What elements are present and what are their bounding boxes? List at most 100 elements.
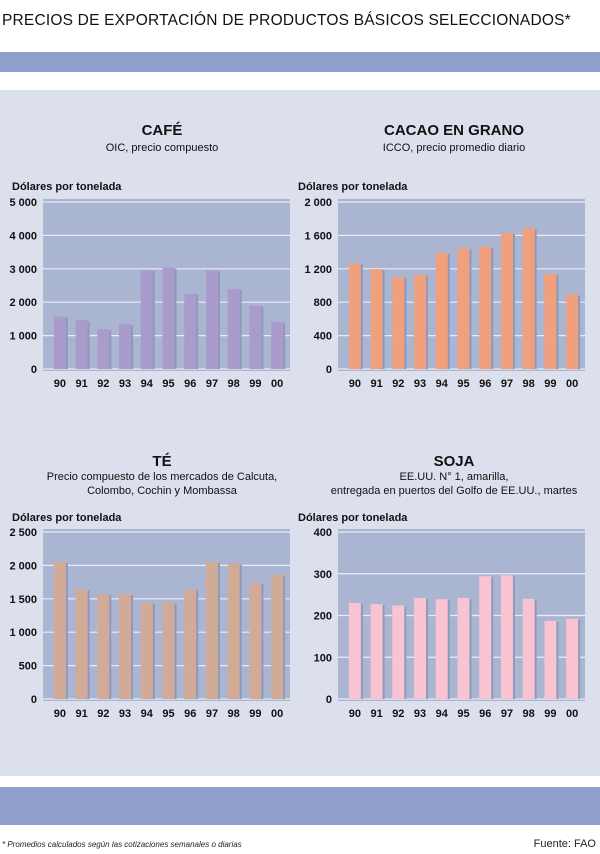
bar <box>271 321 284 369</box>
bar <box>500 575 513 699</box>
y-axis-label-cacao: Dólares por tonelada <box>298 181 408 193</box>
chart-soja: 0 100 200 300 400 90 91 92 93 94 95 96 97 98 99 00 <box>314 527 585 720</box>
x-tick-label: 91 <box>370 378 382 390</box>
chart-subtitle-te: Precio compuesto de los mercados de Calc… <box>46 471 278 483</box>
bar <box>75 320 88 369</box>
bar <box>97 329 110 369</box>
bar <box>392 277 405 369</box>
x-tick-label: 99 <box>249 378 261 390</box>
x-tick-label: 94 <box>141 378 154 390</box>
x-tick-label: 94 <box>141 708 154 720</box>
x-tick-label: 92 <box>97 708 109 720</box>
x-tick-label: 96 <box>479 378 491 390</box>
x-tick-label: 98 <box>228 378 240 390</box>
y-tick-label: 2 000 <box>9 560 37 572</box>
x-tick-label: 98 <box>523 378 535 390</box>
bar <box>500 232 513 369</box>
y-tick-label: 2 000 <box>9 297 37 309</box>
y-tick-label: 1 000 <box>9 331 37 343</box>
bar <box>414 597 427 699</box>
x-tick-label: 96 <box>184 378 196 390</box>
bar <box>140 602 153 699</box>
chart-subtitle-cafe: OIC, precio compuesto <box>105 142 219 154</box>
x-tick-label: 90 <box>349 378 361 390</box>
x-tick-label: 97 <box>206 378 218 390</box>
x-tick-label: 95 <box>457 708 469 720</box>
x-tick-label: 94 <box>436 708 449 720</box>
x-tick-label: 93 <box>414 708 426 720</box>
bar <box>479 246 492 369</box>
bar <box>249 582 262 699</box>
footnote: * Promedios calculados según las cotizac… <box>2 840 242 849</box>
y-tick-label: 0 <box>31 694 37 706</box>
y-tick-label: 1 200 <box>304 264 332 276</box>
y-tick-label: 500 <box>19 661 37 673</box>
y-tick-label: 0 <box>326 364 332 376</box>
x-tick-label: 94 <box>436 378 449 390</box>
bar <box>348 263 361 369</box>
page-title: PRECIOS DE EXPORTACIÓN DE PRODUCTOS BÁSI… <box>2 12 571 29</box>
x-tick-label: 00 <box>566 378 578 390</box>
bar <box>457 248 470 369</box>
y-tick-label: 2 000 <box>304 197 332 209</box>
x-tick-label: 99 <box>544 378 556 390</box>
x-tick-label: 90 <box>349 708 361 720</box>
x-tick-label: 90 <box>54 708 66 720</box>
bar <box>249 305 262 369</box>
x-tick-label: 99 <box>544 708 556 720</box>
y-tick-label: 0 <box>31 364 37 376</box>
y-tick-label: 1 000 <box>9 627 37 639</box>
x-tick-label: 96 <box>184 708 196 720</box>
x-tick-label: 91 <box>75 708 87 720</box>
y-axis-label-te: Dólares por tonelada <box>12 512 122 524</box>
bar <box>205 562 218 699</box>
bar <box>140 270 153 369</box>
x-tick-label: 93 <box>119 378 131 390</box>
bar <box>392 605 405 699</box>
bar <box>75 589 88 699</box>
x-tick-label: 97 <box>501 378 513 390</box>
bar <box>457 597 470 699</box>
x-tick-label: 91 <box>370 708 382 720</box>
x-tick-label: 97 <box>501 708 513 720</box>
bar <box>522 227 535 369</box>
chart-cafe: 0 1 000 2 000 3 000 4 000 5 000 90 91 92 93 94 95 96… <box>9 197 290 390</box>
x-tick-label: 92 <box>97 378 109 390</box>
y-tick-label: 3 000 <box>9 264 37 276</box>
bar <box>119 324 132 369</box>
chart-title-te: TÉ <box>152 453 172 470</box>
bar <box>566 618 579 699</box>
bar <box>370 269 383 369</box>
y-tick-label: 800 <box>314 297 332 309</box>
bar <box>205 270 218 369</box>
chart-subtitle-soja: EE.UU. N° 1, amarilla, <box>399 471 509 483</box>
x-tick-label: 98 <box>228 708 240 720</box>
x-tick-label: 95 <box>162 708 174 720</box>
header-band <box>0 52 600 72</box>
bar <box>227 288 240 369</box>
bar <box>479 576 492 699</box>
y-tick-label: 2 500 <box>9 527 37 539</box>
bar <box>414 274 427 369</box>
chart-title-cafe: CAFÉ <box>141 122 183 139</box>
y-tick-label: 1 500 <box>9 594 37 606</box>
x-tick-label: 90 <box>54 378 66 390</box>
y-tick-label: 100 <box>314 652 332 664</box>
chart-subtitle-cacao: ICCO, precio promedio diario <box>382 142 526 154</box>
y-tick-label: 200 <box>314 611 332 623</box>
y-tick-label: 400 <box>314 527 332 539</box>
bar <box>435 599 448 699</box>
y-tick-label: 0 <box>326 694 332 706</box>
y-tick-label: 4 000 <box>9 230 37 242</box>
chart-te: 0 500 1 000 1 500 2 000 2 500 90 91 92 93 94 95 96 97… <box>9 527 290 720</box>
bar <box>53 316 66 369</box>
bar <box>97 594 110 699</box>
bar <box>53 562 66 699</box>
bar <box>162 267 175 369</box>
bar <box>184 589 197 699</box>
chart-title-soja: SOJA <box>433 453 475 470</box>
footer-band <box>0 787 600 825</box>
y-axis-label-soja: Dólares por tonelada <box>298 512 408 524</box>
x-tick-label: 95 <box>162 378 174 390</box>
chart-subtitle2-te: Colombo, Cochin y Mombassa <box>87 485 237 497</box>
